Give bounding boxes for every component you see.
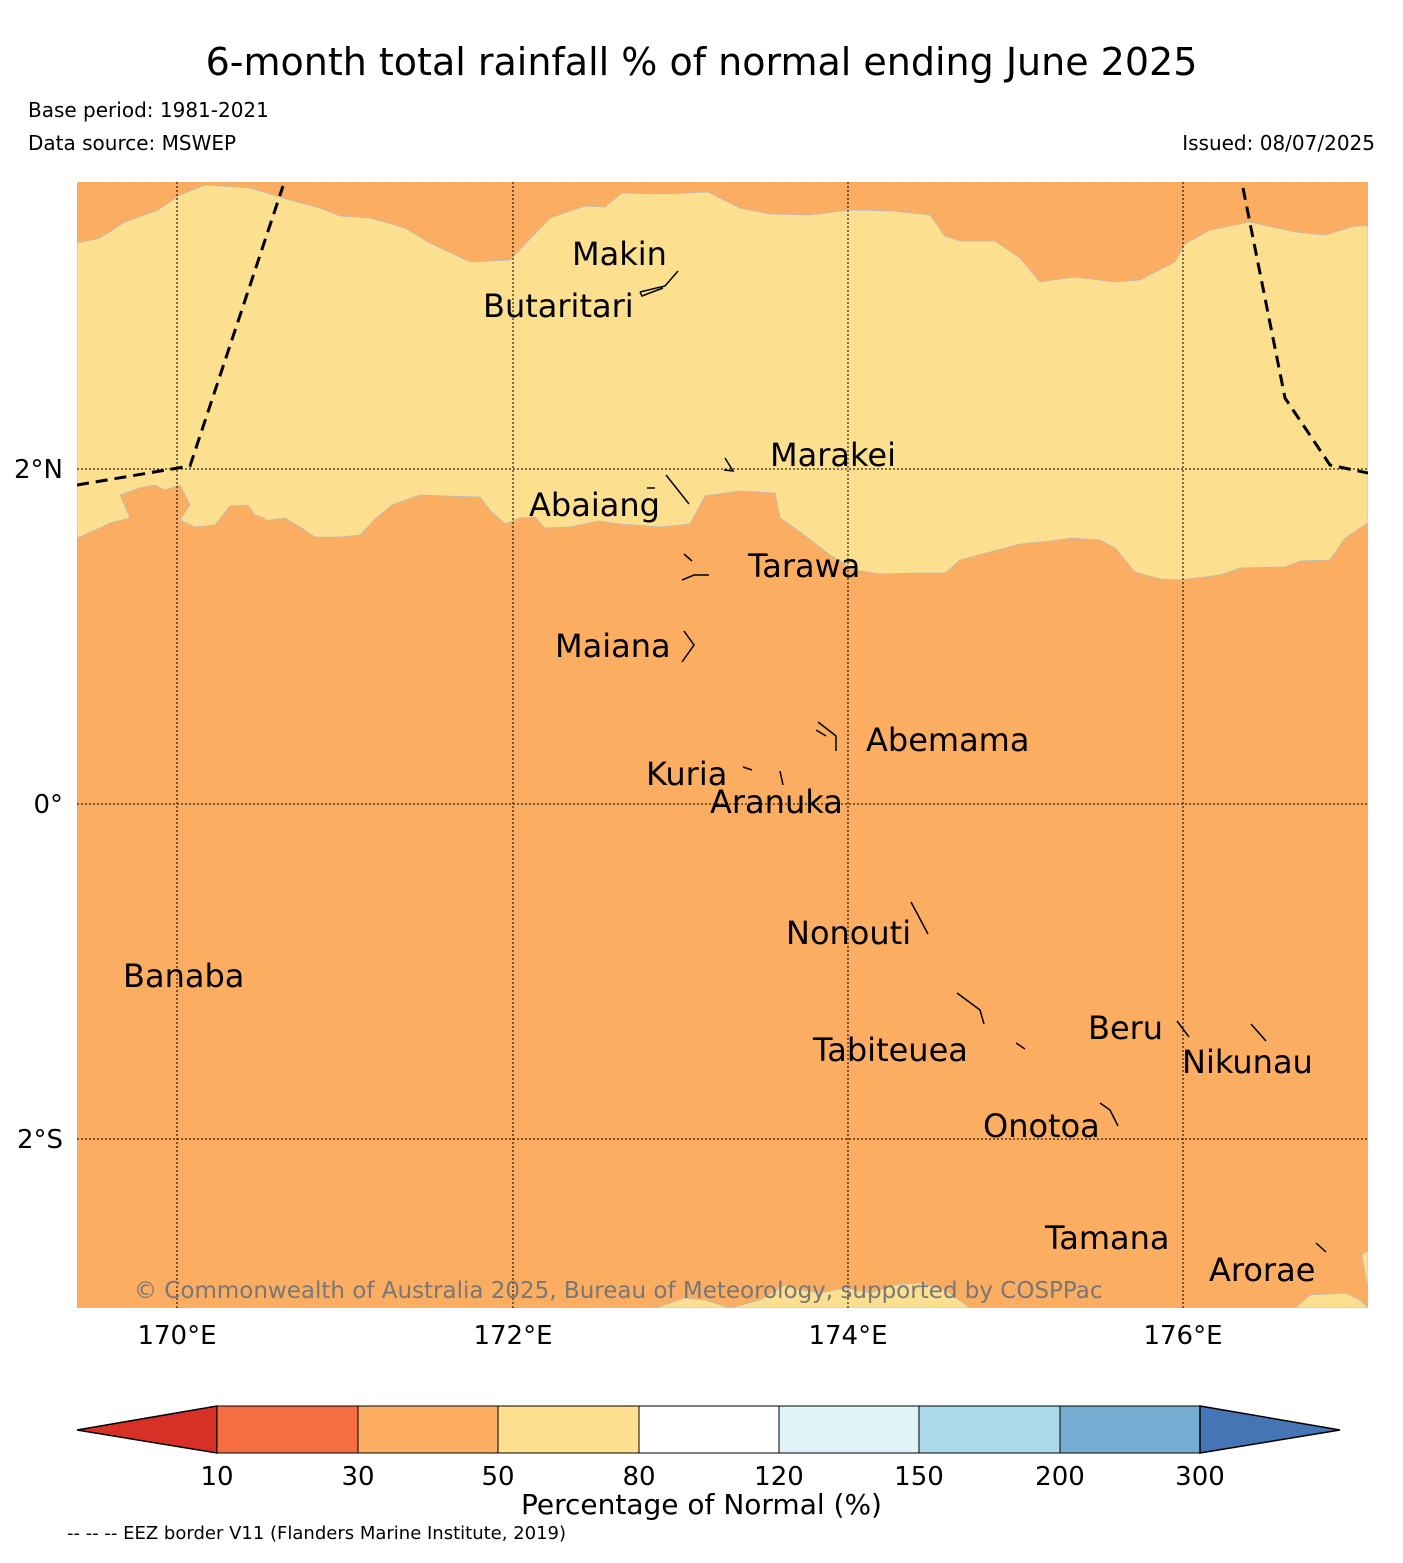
colorbar-segment xyxy=(918,1405,1061,1454)
lat-label: 2°S xyxy=(17,1125,63,1155)
colorbar-tick: 150 xyxy=(894,1462,944,1492)
island-labels: Makin Butaritari Marakei Abaiang Tarawa … xyxy=(123,235,1315,1289)
lon-label: 172°E xyxy=(473,1321,552,1351)
island-label: Nonouti xyxy=(786,914,911,952)
rain-band-50-80-north xyxy=(77,184,1368,581)
colorbar-tick: 10 xyxy=(200,1462,233,1492)
colorbar-tick: 80 xyxy=(622,1462,655,1492)
island-label: Marakei xyxy=(770,436,896,474)
graticule xyxy=(77,182,1368,1308)
colorbar-segment xyxy=(497,1405,640,1454)
rain-band-50-80-small xyxy=(247,500,285,520)
colorbar-tick: 50 xyxy=(481,1462,514,1492)
island-label: Tabiteuea xyxy=(812,1031,968,1069)
colorbar-segment xyxy=(357,1405,499,1454)
base-period: Base period: 1981-2021 xyxy=(28,98,269,122)
colorbar-tick: 300 xyxy=(1175,1462,1225,1492)
colorbar: 10 30 50 80 120 150 200 300 xyxy=(76,1405,1341,1492)
colorbar-segment xyxy=(1059,1405,1201,1454)
lon-label: 170°E xyxy=(137,1321,216,1351)
island-label: Maiana xyxy=(555,627,671,665)
island-label: Onotoa xyxy=(983,1107,1100,1145)
rain-band-50-80-south xyxy=(654,1282,971,1308)
island-label: Aranuka xyxy=(710,783,843,821)
longitude-labels: 170°E 172°E 174°E 176°E xyxy=(137,1321,1222,1351)
colorbar-segment xyxy=(216,1405,359,1454)
colorbar-segment xyxy=(638,1405,780,1454)
island-label: Nikunau xyxy=(1182,1043,1313,1081)
island-label: Tarawa xyxy=(747,547,860,585)
island-label: Kuria xyxy=(646,755,727,793)
data-source: Data source: MSWEP xyxy=(28,131,237,155)
island-outlines xyxy=(639,270,1327,1253)
island-label: Butaritari xyxy=(483,287,634,325)
island-label: Tamana xyxy=(1044,1219,1170,1257)
issued-date: Issued: 08/07/2025 xyxy=(1182,131,1375,155)
island-label: Banaba xyxy=(123,957,244,995)
island-label: Makin xyxy=(572,235,667,273)
island-label: Abaiang xyxy=(529,486,660,524)
colorbar-tick: 30 xyxy=(341,1462,374,1492)
lon-label: 174°E xyxy=(808,1321,887,1351)
colorbar-high-arrow xyxy=(1199,1405,1341,1454)
island-label: Beru xyxy=(1088,1009,1163,1047)
lat-label: 2°N xyxy=(14,455,63,485)
lat-label: 0° xyxy=(33,790,63,820)
latitude-labels: 2°N 0° 2°S xyxy=(14,455,63,1155)
colorbar-low-arrow xyxy=(76,1405,218,1454)
colorbar-tick: 120 xyxy=(754,1462,804,1492)
island-label: Abemama xyxy=(866,721,1029,759)
eez-note: -- -- -- EEZ border V11 (Flanders Marine… xyxy=(67,1523,567,1544)
eez-border xyxy=(77,185,1368,487)
colorbar-tick: 200 xyxy=(1035,1462,1085,1492)
rain-band-50-80-southeast xyxy=(1294,1249,1368,1308)
island-label: Arorae xyxy=(1209,1251,1315,1289)
colorbar-title: Percentage of Normal (%) xyxy=(521,1488,882,1521)
lon-label: 176°E xyxy=(1143,1321,1222,1351)
map-title: 6-month total rainfall % of normal endin… xyxy=(205,40,1198,84)
copyright-notice: © Commonwealth of Australia 2025, Bureau… xyxy=(134,1278,1103,1304)
colorbar-segment xyxy=(778,1405,920,1454)
